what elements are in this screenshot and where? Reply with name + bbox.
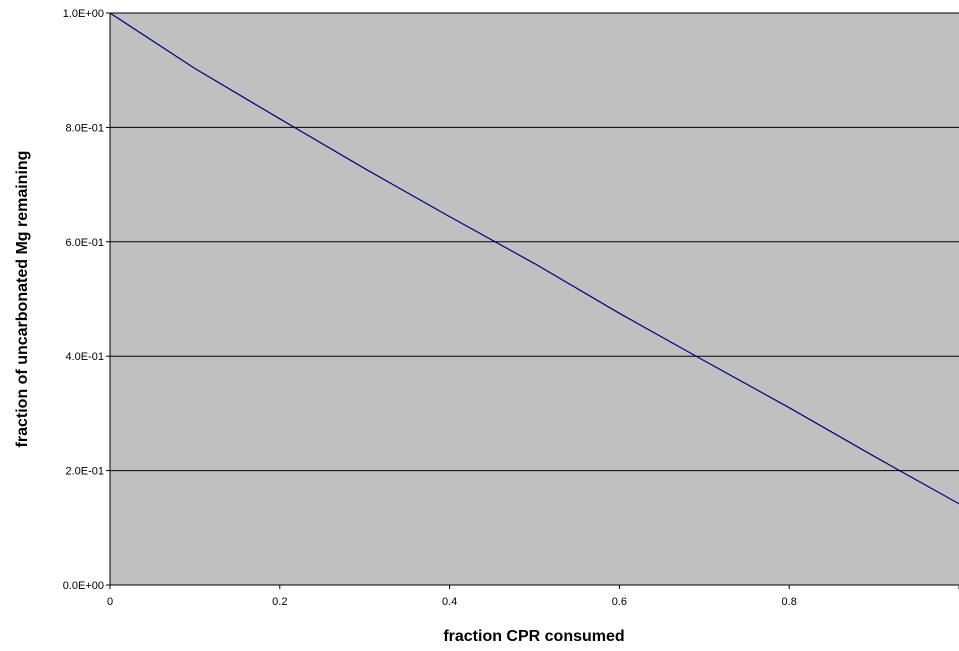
x-tick-label: 0 — [107, 596, 113, 608]
y-tick-label: 2.0E-01 — [65, 466, 104, 478]
y-axis-title: fraction of uncarbonated Mg remaining — [14, 151, 31, 448]
series-line — [109, 12, 959, 505]
series-layer — [109, 12, 959, 505]
y-tick-label: 6.0E-01 — [65, 237, 104, 249]
x-tick-label: 0.4 — [442, 596, 457, 608]
y-tick-label: 0.0E+00 — [63, 580, 104, 592]
y-ticks: 0.0E+00 2.0E-01 4.0E-01 6.0E-01 8.0E-01 1.0E+… — [63, 8, 110, 592]
x-tick-label: 0.2 — [272, 596, 287, 608]
x-axis-title: fraction CPR consumed — [443, 628, 624, 645]
x-ticks: 00.20.40.60.81 — [107, 585, 959, 608]
x-tick-label: 0.8 — [782, 596, 797, 608]
y-tick-label: 1.0E+00 — [63, 8, 104, 20]
axes — [109, 13, 959, 586]
plot-area-background — [110, 13, 959, 585]
grid-lines — [110, 12, 959, 472]
y-tick-label: 4.0E-01 — [65, 351, 104, 363]
y-tick-label: 8.0E-01 — [65, 122, 104, 134]
x-tick-label: 0.6 — [612, 596, 627, 608]
